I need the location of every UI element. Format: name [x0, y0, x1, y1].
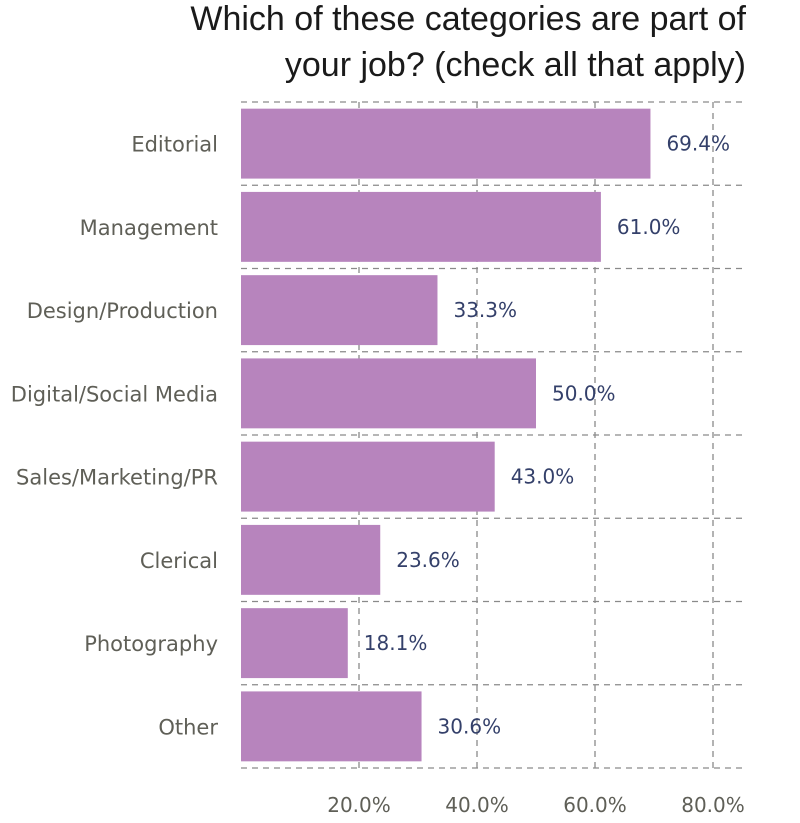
value-label-other: 30.6%: [438, 714, 502, 738]
value-label-editorial: 69.4%: [666, 132, 730, 156]
bar-digital-social-media: [241, 358, 536, 429]
x-tick-label-40: 40.0%: [445, 793, 509, 817]
value-label-management: 61.0%: [617, 215, 681, 239]
value-label-digital-social-media: 50.0%: [552, 381, 616, 405]
category-labels: Editorial Management Design/Production Digi…: [11, 133, 219, 740]
category-label-editorial: Editorial: [131, 133, 218, 157]
chart-title-line-2: your job? (check all that apply): [285, 46, 746, 84]
category-label-management: Management: [80, 216, 218, 240]
bar-photography: [241, 608, 348, 679]
value-labels: 69.4% 61.0% 33.3% 50.0% 43.0% 23.6% 18.1% 30.6%: [364, 132, 730, 739]
category-label-design-production: Design/Production: [27, 299, 218, 323]
bars: [241, 108, 651, 762]
bar-clerical: [241, 524, 381, 595]
chart-title: Which of these categories are part of yo…: [190, 0, 746, 84]
category-label-photography: Photography: [84, 632, 218, 656]
value-label-clerical: 23.6%: [396, 548, 460, 572]
category-label-clerical: Clerical: [140, 549, 218, 573]
x-tick-label-80: 80.0%: [681, 793, 745, 817]
chart-title-line-1: Which of these categories are part of: [190, 0, 746, 38]
bar-design-production: [241, 275, 438, 346]
category-label-digital-social-media: Digital/Social Media: [11, 382, 218, 406]
value-label-design-production: 33.3%: [453, 298, 517, 322]
bar-management: [241, 191, 601, 262]
x-axis-tick-labels: 20.0% 40.0% 60.0% 80.0%: [327, 793, 745, 817]
bar-sales-marketing-pr: [241, 441, 495, 512]
bar-other: [241, 691, 422, 762]
category-label-other: Other: [158, 715, 218, 739]
value-label-photography: 18.1%: [364, 631, 428, 655]
x-tick-label-60: 60.0%: [563, 793, 627, 817]
value-label-sales-marketing-pr: 43.0%: [511, 465, 575, 489]
x-tick-label-20: 20.0%: [327, 793, 391, 817]
bar-editorial: [241, 108, 651, 179]
category-label-sales-marketing-pr: Sales/Marketing/PR: [16, 466, 218, 490]
